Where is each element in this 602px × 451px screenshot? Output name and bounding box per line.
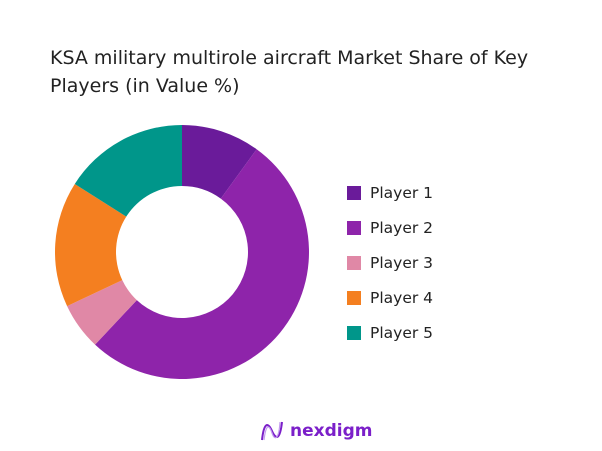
slice-player-4 [55,183,127,307]
legend-label: Player 3 [370,253,434,272]
logo-text: nexdigm [290,421,373,441]
legend-swatch [347,290,361,305]
legend-label: Player 5 [370,323,434,342]
legend-item: Player 4 [347,280,433,315]
legend-swatch [347,325,361,340]
legend-label: Player 1 [370,183,434,202]
legend: Player 1 Player 2 Player 3 Player 4 Player 5 [347,175,433,350]
legend-item: Player 2 [347,210,433,245]
nexdigm-logo: nexdigm [260,420,372,442]
slice-player-1 [182,125,257,199]
nexdigm-logo-icon [261,421,283,441]
legend-label: Player 2 [370,218,434,237]
legend-swatch [347,220,361,235]
legend-item: Player 5 [347,315,433,350]
chart-title: KSA military multirole aircraft Market S… [50,47,529,97]
slice-player-2 [95,149,309,379]
legend-item: Player 1 [347,175,433,210]
legend-swatch [347,185,361,200]
legend-item: Player 3 [347,245,433,280]
legend-label: Player 4 [370,288,434,307]
legend-swatch [347,255,361,270]
slice-player-5 [74,125,182,217]
slice-player-3 [67,280,137,345]
